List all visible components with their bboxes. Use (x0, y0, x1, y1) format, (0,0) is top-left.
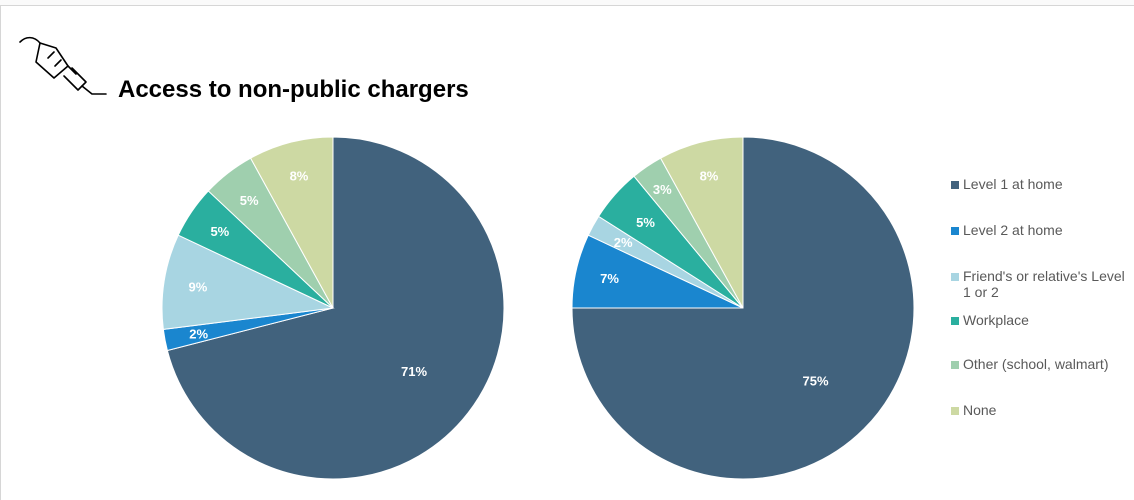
pie1-slice-6 (249, 136, 334, 309)
pie1-slice-1 (166, 136, 505, 480)
legend-label: None (963, 402, 997, 418)
legend-item: Friend's or relative's Level 1 or 2 (951, 268, 1134, 300)
pie1-label-6: 8% (290, 168, 309, 183)
legend-item: None (951, 402, 1134, 418)
plug-icon (19, 36, 107, 95)
legend-swatch (951, 317, 959, 325)
legend-swatch (951, 407, 959, 415)
pie1-label-4: 5% (210, 224, 229, 239)
legend-label: Level 2 at home (963, 222, 1063, 238)
legend-swatch (951, 227, 959, 235)
pie2-label-1: 75% (803, 374, 829, 389)
legend-swatch (951, 361, 959, 369)
legend: Level 1 at home Level 2 at home Friend's o… (951, 176, 1134, 426)
pie2-label-5: 3% (653, 182, 672, 197)
top-border (0, 0, 1134, 6)
pie2-label-3: 2% (614, 235, 633, 250)
legend-swatch (951, 273, 959, 281)
legend-label: Workplace (963, 312, 1029, 328)
pie2-slice-1 (571, 136, 915, 480)
legend-swatch (951, 181, 959, 189)
legend-label: Friend's or relative's Level 1 or 2 (963, 268, 1125, 300)
pie2-label-2: 7% (600, 271, 619, 286)
legend-item: Other (school, walmart) (951, 356, 1134, 372)
pie2-label-4: 5% (636, 215, 655, 230)
legend-item: Level 2 at home (951, 222, 1134, 238)
legend-item: Level 1 at home (951, 176, 1134, 192)
pie1-slice-3 (161, 234, 335, 330)
left-border (0, 6, 1, 500)
chart-title: Access to non-public chargers (118, 76, 469, 103)
legend-item: Workplace (951, 312, 1134, 328)
pie1-label-1: 71% (401, 364, 427, 379)
pie1-label-3: 9% (188, 280, 207, 295)
pie2-slice-6 (659, 136, 744, 309)
pie2-label-6: 8% (700, 168, 719, 183)
legend-label: Other (school, walmart) (963, 356, 1109, 372)
pie1-label-5: 5% (240, 193, 259, 208)
pie1-label-2: 2% (189, 327, 208, 342)
legend-label: Level 1 at home (963, 176, 1063, 192)
title-area: Access to non-public chargers (16, 26, 576, 106)
